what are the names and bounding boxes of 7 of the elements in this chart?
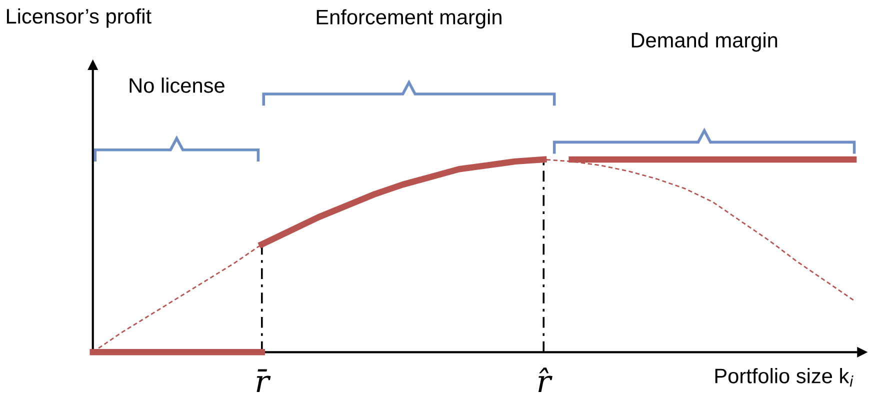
text: No license: [130, 78, 224, 93]
x-axis-title: Portfolio size k$_{i}$: [715, 368, 854, 387]
x-tick-label: r̂: [538, 368, 552, 392]
text: Licensor’s profit: [6, 8, 152, 28]
text: Demand margin: [632, 32, 778, 52]
x-tick-label: r̄: [256, 369, 271, 392]
text: Enforcement margin: [316, 9, 502, 29]
